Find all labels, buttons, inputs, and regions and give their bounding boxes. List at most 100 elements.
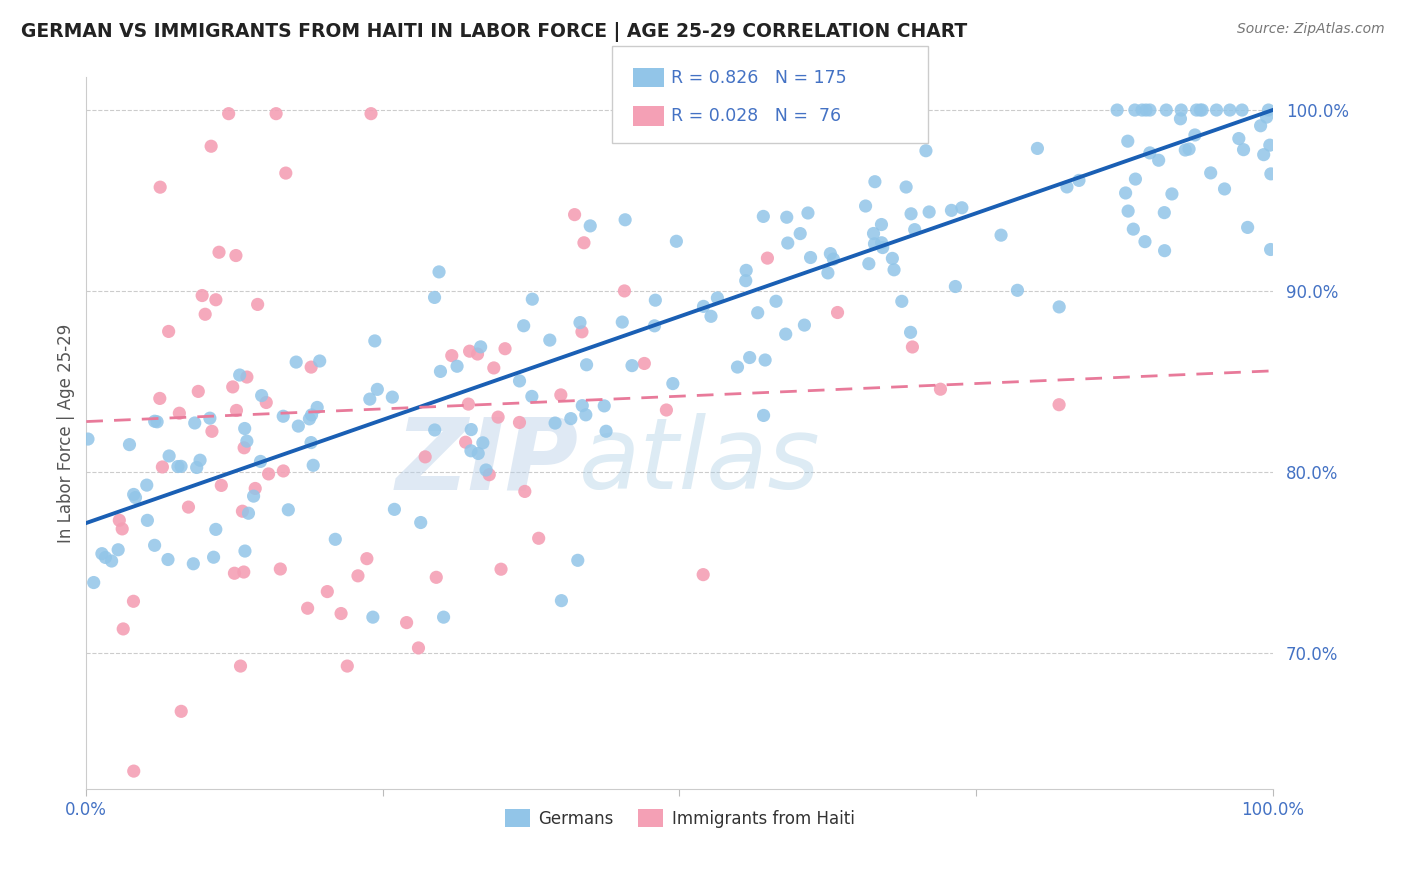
Point [789,227,811,241]
Point [156,552,179,566]
Point [527,531,550,545]
Point [882,252,904,266]
Point [458,344,481,359]
Point [198,411,221,425]
Point [427,265,450,279]
Point [509,374,531,388]
Point [644,318,666,333]
Point [249,454,271,468]
Point [754,353,776,368]
Point [494,342,516,356]
Point [187,384,209,399]
Point [863,236,886,251]
Point [1007,283,1029,297]
Point [756,251,779,265]
Point [202,550,225,565]
Point [264,106,287,120]
Point [1133,235,1156,249]
Point [143,538,166,552]
Point [167,459,190,474]
Point [918,205,941,219]
Point [727,359,749,374]
Point [361,610,384,624]
Point [569,316,592,330]
Point [560,411,582,425]
Point [149,180,172,194]
Point [900,326,922,340]
Point [823,252,845,266]
Point [1115,186,1137,200]
Point [1135,103,1157,117]
Point [323,533,346,547]
Point [614,212,637,227]
Point [894,180,917,194]
Point [440,349,463,363]
Point [1232,143,1254,157]
Point [301,408,323,422]
Point [799,251,821,265]
Point [1213,182,1236,196]
Point [112,622,135,636]
Point [170,459,193,474]
Point [204,522,226,536]
Point [229,659,252,673]
Point [929,382,952,396]
Point [242,489,264,503]
Point [1236,220,1258,235]
Point [776,235,799,250]
Point [621,359,644,373]
Point [1256,110,1278,124]
Point [287,419,309,434]
Point [90,547,112,561]
Point [224,566,246,581]
Point [297,601,319,615]
Point [1170,112,1192,126]
Point [1161,186,1184,201]
Point [273,464,295,478]
Point [236,434,259,449]
Point [1184,128,1206,142]
Point [890,294,912,309]
Point [308,354,330,368]
Y-axis label: In Labor Force | Age 25-29: In Labor Force | Age 25-29 [58,324,75,543]
Point [595,424,617,438]
Point [858,257,880,271]
Point [752,409,775,423]
Point [454,435,477,450]
Point [1047,300,1070,314]
Point [1258,138,1281,153]
Point [225,403,247,417]
Point [475,463,498,477]
Point [471,435,494,450]
Point [1153,205,1175,219]
Point [169,406,191,420]
Point [188,453,211,467]
Point [706,291,728,305]
Point [486,410,509,425]
Point [1125,172,1147,186]
Point [520,389,543,403]
Point [872,241,894,255]
Point [191,288,214,302]
Point [1156,103,1178,117]
Point [482,360,505,375]
Point [181,557,204,571]
Point [734,274,756,288]
Point [1047,398,1070,412]
Point [143,414,166,428]
Point [692,567,714,582]
Point [752,210,775,224]
Point [612,315,634,329]
Point [1107,103,1129,117]
Point [356,551,378,566]
Point [662,376,685,391]
Point [508,416,530,430]
Point [1205,103,1227,117]
Point [665,234,688,248]
Point [299,360,322,375]
Text: GERMAN VS IMMIGRANTS FROM HAITI IN LABOR FORCE | AGE 25-29 CORRELATION CHART: GERMAN VS IMMIGRANTS FROM HAITI IN LABOR… [21,22,967,42]
Point [1026,141,1049,155]
Point [157,449,180,463]
Point [1253,147,1275,161]
Text: ZIP: ZIP [395,413,579,510]
